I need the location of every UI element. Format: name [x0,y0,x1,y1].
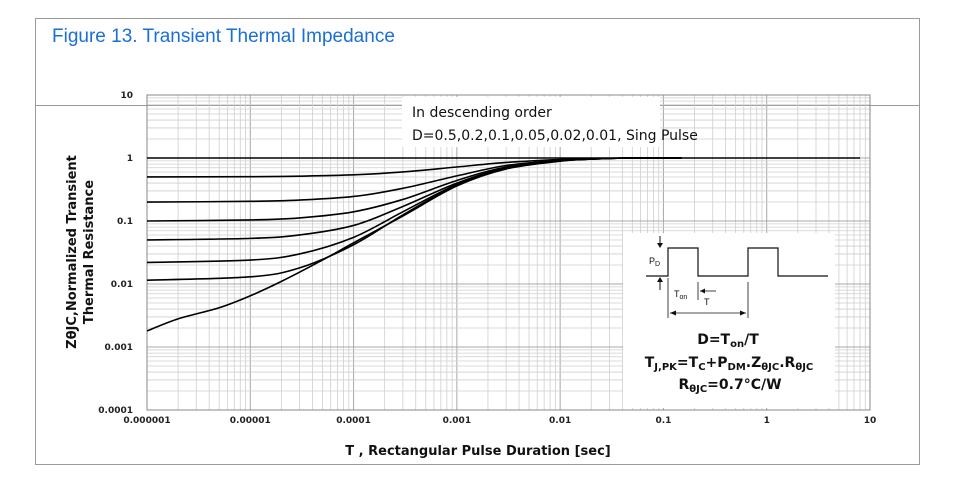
ton-arrow-head [700,288,705,294]
pd-arrow-head-bottom [657,277,663,282]
y-axis-label: ZθJC,Normalized Transient Thermal Resist… [65,155,97,349]
x-axis-label: T , Rectangular Pulse Duration [sec] [345,444,610,459]
y-tick-label: 0.1 [117,217,133,227]
duty-formula: D=Ton/T [697,332,759,350]
x-tick-label: 1 [764,416,770,426]
y-tick-labels: 0.0001 0.001 0.01 0.1 1 10 [98,91,133,416]
legend-line-2: D=0.5,0.2,0.1,0.05,0.02,0.01, Sing Pulse [412,128,698,144]
junction-temp-formula: TJ,PK=TC+PDM.ZθJC.RθJC [645,355,814,373]
x-tick-label: 0.1 [655,416,671,426]
x-tick-label: 0.000001 [123,416,170,426]
pd-label: PD [649,256,660,268]
legend-line-1: In descending order [412,105,552,121]
x-tick-label: 0.01 [549,416,571,426]
pulse-waveform [646,247,828,277]
y-tick-label: 0.01 [111,280,133,290]
y-tick-label: 1 [127,154,133,164]
y-axis-label-line-2: Thermal Resistance [82,180,97,324]
x-tick-label: 0.001 [443,416,471,426]
t-label: T [704,297,710,307]
figure-title: Figure 13. Transient Thermal Impedance [52,26,395,47]
series-line-7 [146,157,682,332]
y-tick-label: 0.0001 [98,406,133,416]
y-axis-label-line-1: ZθJC,Normalized Transient [65,155,80,349]
x-tick-label: 0.00001 [230,416,271,426]
y-tick-label: 0.001 [105,343,133,353]
x-tick-label: 0.0001 [336,416,371,426]
legend-box [402,97,660,147]
x-tick-label: 10 [864,416,877,426]
figure-frame: Figure 13. Transient Thermal Impedance [35,18,920,465]
inset-diagram: PD Ton T D=Ton/T TJ,PK=TC+PDM.ZθJC.RθJC … [623,233,835,408]
t-arrow-head-right [740,310,746,316]
ton-label: Ton [674,289,687,301]
t-arrow-head-left [670,310,676,316]
curves [146,157,860,332]
pd-arrow-head-top [657,243,663,248]
inset-background [623,233,835,408]
x-tick-labels: 0.000001 0.00001 0.0001 0.001 0.01 0.1 1 10 [123,416,876,426]
y-tick-label: 10 [120,91,133,101]
plot-area-border [146,94,871,411]
thermal-resistance-value: RθJC=0.7°C/W [678,377,781,395]
